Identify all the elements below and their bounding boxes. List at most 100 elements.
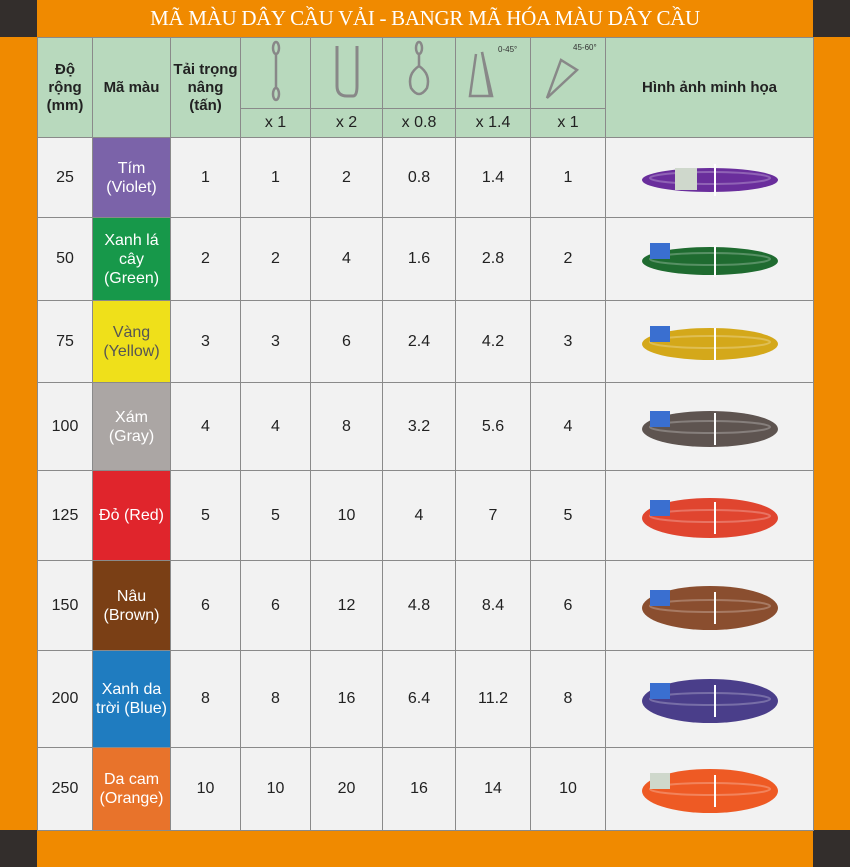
capacity-cell: 1.4 (455, 137, 531, 218)
capacity-cell: 16 (382, 747, 456, 831)
capacity-cell: 10 (530, 747, 606, 831)
capacity-cell: 12 (310, 560, 383, 651)
corner-top-right (813, 0, 850, 37)
straight-sling-icon (240, 37, 311, 109)
table-row: 125 Đỏ (Red) 5 5 10 4 7 5 (37, 470, 814, 561)
load-cell: 2 (170, 217, 241, 301)
capacity-cell: 1 (530, 137, 606, 218)
load-cell: 5 (170, 470, 241, 561)
capacity-cell: 16 (310, 650, 383, 748)
width-cell: 125 (37, 470, 93, 561)
capacity-cell: 2.4 (382, 300, 456, 383)
capacity-cell: 3.2 (382, 382, 456, 471)
capacity-cell: 11.2 (455, 650, 531, 748)
header-load: Tải trọng nâng (tấn) (170, 37, 241, 138)
capacity-cell: 7 (455, 470, 531, 561)
capacity-cell: 4 (240, 382, 311, 471)
basket-sling-icon (310, 37, 383, 109)
header-width: Độ rộng (mm) (37, 37, 93, 138)
color-swatch: Tím (Violet) (92, 137, 171, 218)
capacity-cell: 1 (240, 137, 311, 218)
factor-1: x 2 (310, 108, 383, 138)
color-swatch: Vàng (Yellow) (92, 300, 171, 383)
capacity-cell: 2 (240, 217, 311, 301)
capacity-cell: 20 (310, 747, 383, 831)
load-cell: 1 (170, 137, 241, 218)
color-code-table: Độ rộng (mm) Mã màu Tải trọng nâng (tấn)… (37, 37, 814, 831)
color-swatch: Xanh da trời (Blue) (92, 650, 171, 748)
table-row: 250 Da cam (Orange) 10 10 20 16 14 10 (37, 747, 814, 831)
factor-0: x 1 (240, 108, 311, 138)
capacity-cell: 4.2 (455, 300, 531, 383)
sling-image (605, 560, 814, 651)
width-cell: 250 (37, 747, 93, 831)
svg-text:0-45°: 0-45° (498, 45, 517, 54)
capacity-cell: 8 (240, 650, 311, 748)
table-row: 200 Xanh da trời (Blue) 8 8 16 6.4 11.2 8 (37, 650, 814, 748)
load-cell: 4 (170, 382, 241, 471)
capacity-cell: 5 (530, 470, 606, 561)
sling-image (605, 137, 814, 218)
sling-image (605, 470, 814, 561)
capacity-cell: 8 (310, 382, 383, 471)
capacity-cell: 1.6 (382, 217, 456, 301)
factor-2: x 0.8 (382, 108, 456, 138)
factor-3: x 1.4 (455, 108, 531, 138)
color-swatch: Xám (Gray) (92, 382, 171, 471)
width-cell: 150 (37, 560, 93, 651)
choker-sling-icon (382, 37, 456, 109)
capacity-cell: 6 (240, 560, 311, 651)
corner-top-left (0, 0, 37, 37)
capacity-cell: 10 (310, 470, 383, 561)
table-row: 100 Xám (Gray) 4 4 8 3.2 5.6 4 (37, 382, 814, 471)
table-row: 150 Nâu (Brown) 6 6 12 4.8 8.4 6 (37, 560, 814, 651)
svg-text:45-60°: 45-60° (573, 43, 597, 52)
header-color-code: Mã màu (92, 37, 171, 138)
capacity-cell: 14 (455, 747, 531, 831)
capacity-cell: 4 (310, 217, 383, 301)
capacity-cell: 6 (310, 300, 383, 383)
capacity-cell: 8.4 (455, 560, 531, 651)
capacity-cell: 2 (530, 217, 606, 301)
color-swatch: Đỏ (Red) (92, 470, 171, 561)
load-cell: 3 (170, 300, 241, 383)
capacity-cell: 2.8 (455, 217, 531, 301)
capacity-cell: 10 (240, 747, 311, 831)
load-cell: 10 (170, 747, 241, 831)
color-swatch: Xanh lá cây (Green) (92, 217, 171, 301)
capacity-cell: 8 (530, 650, 606, 748)
sling-image (605, 747, 814, 831)
width-cell: 75 (37, 300, 93, 383)
width-cell: 50 (37, 217, 93, 301)
capacity-cell: 3 (240, 300, 311, 383)
capacity-cell: 5 (240, 470, 311, 561)
width-cell: 100 (37, 382, 93, 471)
capacity-cell: 4 (382, 470, 456, 561)
capacity-cell: 6.4 (382, 650, 456, 748)
table-row: 50 Xanh lá cây (Green) 2 2 4 1.6 2.8 2 (37, 217, 814, 301)
table-row: 75 Vàng (Yellow) 3 3 6 2.4 4.2 3 (37, 300, 814, 383)
sling-image (605, 650, 814, 748)
basket-angle-sling-icon: 0-45° (455, 37, 531, 109)
table-row: 25 Tím (Violet) 1 1 2 0.8 1.4 1 (37, 137, 814, 218)
page-title: MÃ MÀU DÂY CẦU VẢI - BANGR MÃ HÓA MÀU DÂ… (150, 6, 700, 30)
color-swatch: Nâu (Brown) (92, 560, 171, 651)
width-cell: 200 (37, 650, 93, 748)
load-cell: 8 (170, 650, 241, 748)
capacity-cell: 6 (530, 560, 606, 651)
triangle-sling-icon: 45-60° (530, 37, 606, 109)
capacity-cell: 2 (310, 137, 383, 218)
corner-bottom-right (813, 830, 850, 867)
sling-image (605, 382, 814, 471)
color-swatch: Da cam (Orange) (92, 747, 171, 831)
capacity-cell: 5.6 (455, 382, 531, 471)
header-illustration: Hình ảnh minh họa (605, 37, 814, 138)
corner-bottom-left (0, 830, 37, 867)
factor-4: x 1 (530, 108, 606, 138)
capacity-cell: 3 (530, 300, 606, 383)
load-cell: 6 (170, 560, 241, 651)
capacity-cell: 4.8 (382, 560, 456, 651)
width-cell: 25 (37, 137, 93, 218)
capacity-cell: 0.8 (382, 137, 456, 218)
capacity-cell: 4 (530, 382, 606, 471)
